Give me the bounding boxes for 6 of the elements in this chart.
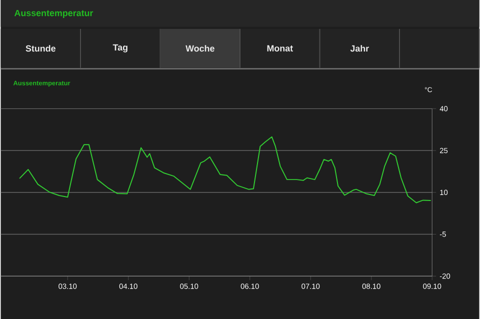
text: Woche	[186, 45, 214, 52]
text: Stunde	[26, 45, 56, 52]
text: Tag	[112, 44, 128, 52]
text: Monat	[267, 45, 293, 52]
text: Jahr	[350, 45, 369, 52]
chart-title: Aussentemperatur	[14, 10, 94, 18]
